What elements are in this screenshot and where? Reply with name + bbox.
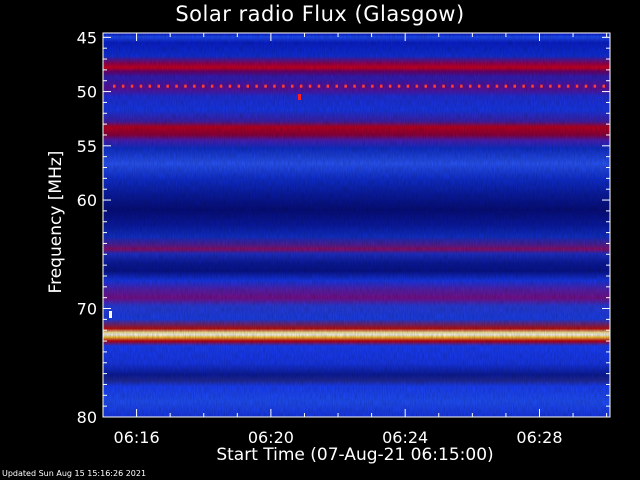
band-dot — [415, 84, 419, 88]
x-axis: 06:16 06:20 06:24 06:28 — [102, 33, 608, 447]
band-dot — [166, 84, 169, 88]
x-tick-label-2: 06:24 — [382, 428, 428, 447]
band-dot — [531, 84, 534, 88]
spectrogram-texture — [103, 33, 610, 417]
y-tick-label-0: 45 — [77, 28, 97, 47]
band-dot — [193, 84, 196, 88]
band-dot — [504, 84, 508, 88]
band-dot — [451, 84, 454, 88]
band-dot — [326, 84, 330, 88]
y-axis: 45 50 55 60 70 80 — [77, 28, 610, 427]
y-axis-label: Frequency [MHz] — [46, 150, 66, 294]
band-dot — [219, 84, 223, 88]
y-tick-label-2: 55 — [77, 137, 97, 156]
band-dot — [371, 84, 374, 88]
band-dot — [202, 84, 205, 88]
band-dot — [317, 84, 321, 88]
band-dot — [299, 84, 303, 88]
chart-title: Solar radio Flux (Glasgow) — [175, 2, 465, 26]
band-dot — [522, 84, 525, 88]
band-dot — [353, 84, 356, 88]
band-dot — [175, 84, 178, 88]
band-dot — [424, 84, 427, 88]
band-dot — [139, 84, 143, 88]
band-dot — [575, 84, 579, 88]
y-tick-label-1: 50 — [77, 83, 97, 102]
band-dot — [388, 84, 392, 88]
band-dot — [148, 84, 152, 88]
x-axis-label: Start Time (07-Aug-21 06:15:00) — [216, 445, 494, 465]
band-dot — [602, 84, 605, 88]
band-dot — [264, 84, 267, 88]
band-dot — [210, 84, 214, 88]
band-dot — [495, 84, 499, 88]
band-dot — [157, 84, 160, 88]
burst-mark — [298, 94, 301, 100]
band-dot — [380, 84, 383, 88]
band-dot — [593, 84, 597, 88]
band-dot — [540, 84, 543, 88]
band-dot — [130, 84, 134, 88]
band-dot — [291, 84, 294, 88]
band-dot — [558, 84, 561, 88]
band-dot — [584, 84, 588, 88]
band-dot — [335, 84, 338, 88]
band-dot — [282, 84, 285, 88]
band-dot — [397, 84, 401, 88]
band-dot — [255, 84, 258, 88]
band-dot — [469, 84, 472, 88]
band-dot — [273, 84, 276, 88]
band-dot — [513, 84, 516, 88]
band-dot — [486, 84, 490, 88]
band-dot — [362, 84, 365, 88]
y-tick-label-3: 60 — [77, 191, 97, 210]
band-dot — [442, 84, 445, 88]
burst-mark-white — [109, 311, 112, 318]
updated-timestamp: Updated Sun Aug 15 15:16:26 2021 — [2, 469, 147, 478]
x-tick-label-0: 06:16 — [114, 428, 160, 447]
band-dot — [121, 84, 125, 88]
x-tick-label-3: 06:28 — [516, 428, 562, 447]
band-dot — [308, 84, 312, 88]
band-dot — [460, 84, 463, 88]
band-dot — [184, 84, 187, 88]
dotted-band — [113, 84, 605, 88]
band-dot — [477, 84, 481, 88]
band-dot — [406, 84, 410, 88]
band-dot — [433, 84, 436, 88]
x-tick-label-1: 06:20 — [248, 428, 294, 447]
band-dot — [549, 84, 552, 88]
band-dot — [566, 84, 570, 88]
band-dot — [246, 84, 249, 88]
band-dot — [237, 84, 241, 88]
y-tick-label-5: 80 — [77, 408, 97, 427]
y-tick-label-4: 70 — [77, 300, 97, 319]
band-dot — [344, 84, 347, 88]
plot-frame — [102, 32, 611, 418]
band-dot — [113, 84, 116, 88]
band-dot — [228, 84, 232, 88]
